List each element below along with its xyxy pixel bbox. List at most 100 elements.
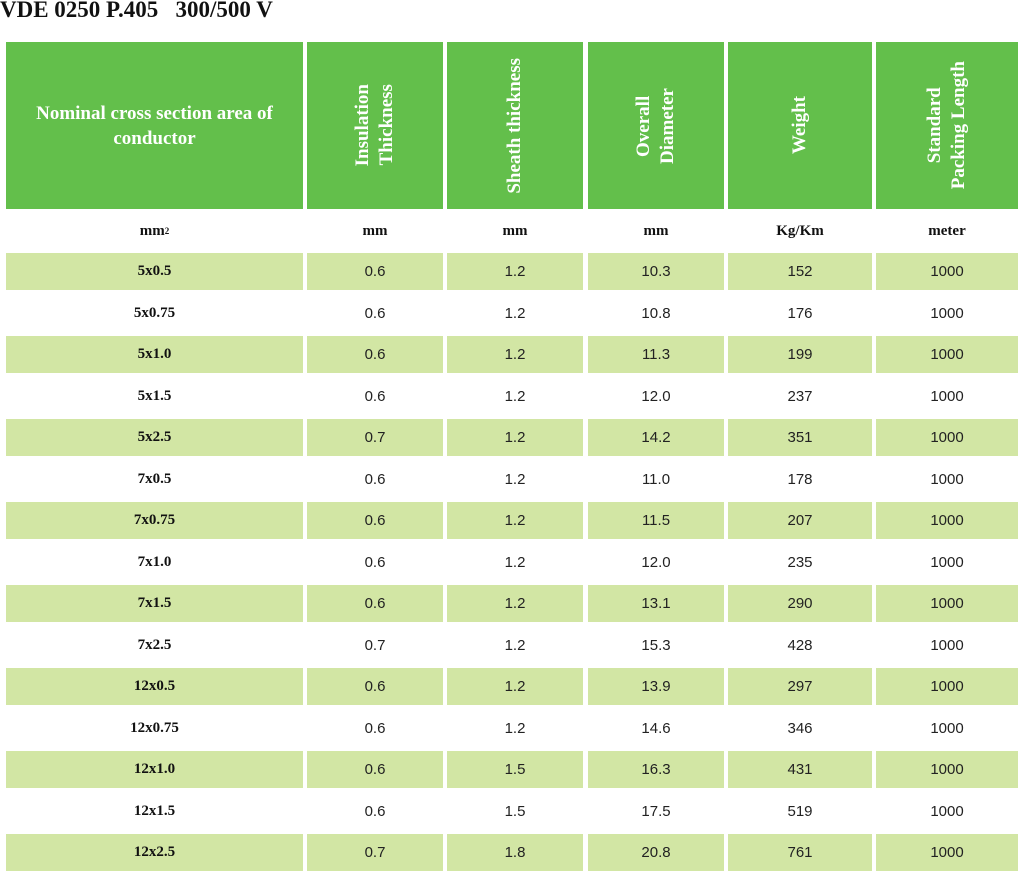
table-cell: 1000	[930, 720, 964, 737]
table-cell: 1000	[930, 803, 964, 820]
header-sheath-thickness: Sheath thickness	[447, 42, 583, 209]
table-cell: 1.2	[447, 336, 583, 373]
table-cell: 1.5	[447, 751, 583, 788]
unit-cell: Kg/Km	[776, 222, 824, 239]
table-cell: 1000	[876, 668, 1018, 705]
conductor-size-cell: 7x0.75	[6, 502, 303, 539]
unit-cell: mm	[362, 222, 388, 239]
table-cell: 1.5	[504, 803, 526, 820]
conductor-size-cell: 5x0.5	[6, 253, 303, 290]
table-cell: 199	[728, 336, 872, 373]
table-cell: 17.5	[641, 803, 671, 820]
header-conductor-area: Nominal cross section area of conductor	[6, 42, 303, 209]
conductor-size-cell: 5x2.5	[6, 419, 303, 456]
table-cell: 12.0	[641, 388, 671, 405]
table-cell: 1000	[876, 585, 1018, 622]
conductor-size-cell: 12x0.5	[6, 668, 303, 705]
unit-cell: mm	[643, 222, 669, 239]
table-cell: 1.2	[447, 668, 583, 705]
table-cell: 1000	[930, 388, 964, 405]
header-packing-length: Standard Packing Length	[876, 42, 1018, 209]
table-cell: 519	[787, 803, 813, 820]
table-cell: 20.8	[588, 834, 724, 871]
table-cell: 15.3	[641, 637, 671, 654]
table-cell: 1000	[876, 419, 1018, 456]
table-cell: 297	[728, 668, 872, 705]
header-overall-diameter: Overall Diameter	[588, 42, 724, 209]
table-cell: 1000	[876, 834, 1018, 871]
table-cell: 10.3	[588, 253, 724, 290]
page-title: VDE 0250 P.405 300/500 V	[0, 0, 273, 22]
table-cell: 14.2	[588, 419, 724, 456]
table-cell: 1000	[876, 751, 1018, 788]
header-insulation-thickness: Insulation Thickness	[307, 42, 443, 209]
table-cell: 152	[728, 253, 872, 290]
table-cell: 0.7	[307, 834, 443, 871]
table-cell: 431	[728, 751, 872, 788]
table-cell: 0.6	[364, 554, 386, 571]
table-cell: 1000	[876, 502, 1018, 539]
conductor-size-cell: 7x0.5	[137, 471, 172, 487]
table-cell: 178	[787, 471, 813, 488]
conductor-size-cell: 12x2.5	[6, 834, 303, 871]
header-label: Insulation Thickness	[352, 84, 397, 167]
table-cell: 0.6	[307, 668, 443, 705]
conductor-size-cell: 12x1.0	[6, 751, 303, 788]
table-cell: 237	[787, 388, 813, 405]
table-cell: 290	[728, 585, 872, 622]
table-cell: 1000	[930, 305, 964, 322]
header-label: Sheath thickness	[504, 57, 525, 194]
header-label: Weight	[789, 96, 810, 155]
table-cell: 1.2	[504, 637, 526, 654]
table-cell: 10.8	[641, 305, 671, 322]
table-cell: 1.2	[447, 419, 583, 456]
table-cell: 0.7	[307, 419, 443, 456]
table-cell: 1000	[930, 637, 964, 654]
conductor-size-cell: 7x1.0	[137, 554, 172, 570]
table-cell: 0.6	[307, 585, 443, 622]
conductor-size-cell: 12x1.5	[133, 803, 176, 819]
unit-cell: meter	[928, 222, 966, 239]
table-cell: 428	[787, 637, 813, 654]
conductor-size-cell: 5x0.75	[133, 305, 176, 321]
header-weight: Weight	[728, 42, 872, 209]
table-cell: 1.2	[447, 502, 583, 539]
table-cell: 16.3	[588, 751, 724, 788]
table-cell: 0.6	[364, 305, 386, 322]
table-cell: 351	[728, 419, 872, 456]
table-cell: 1.2	[504, 471, 526, 488]
unit-cell: mm 2	[6, 216, 303, 246]
table-cell: 13.9	[588, 668, 724, 705]
table-cell: 0.6	[364, 803, 386, 820]
table-cell: 11.3	[588, 336, 724, 373]
table-cell: 13.1	[588, 585, 724, 622]
header-label: Nominal cross section area of conductor	[36, 102, 273, 149]
unit-superscript: 2	[164, 226, 170, 236]
conductor-size-cell: 7x2.5	[137, 637, 172, 653]
table-cell: 0.6	[364, 388, 386, 405]
table-cell: 0.6	[307, 751, 443, 788]
table-cell: 235	[787, 554, 813, 571]
table-cell: 1000	[930, 554, 964, 571]
table-cell: 0.6	[364, 471, 386, 488]
table-cell: 1.2	[504, 305, 526, 322]
header-label: Standard Packing Length	[924, 61, 969, 190]
table-cell: 11.0	[641, 471, 671, 488]
table-cell: 1000	[876, 336, 1018, 373]
table-cell: 1000	[930, 471, 964, 488]
table-cell: 761	[728, 834, 872, 871]
table-cell: 1.2	[504, 554, 526, 571]
conductor-size-cell: 12x0.75	[130, 720, 179, 736]
table-cell: 0.6	[307, 253, 443, 290]
conductor-size-cell: 5x1.5	[137, 388, 172, 404]
table-cell: 207	[728, 502, 872, 539]
table-cell: 176	[787, 305, 813, 322]
table-cell: 1.2	[504, 388, 526, 405]
table-cell: 0.7	[364, 637, 386, 654]
header-label: Overall Diameter	[633, 87, 678, 164]
table-cell: 14.6	[641, 720, 671, 737]
table-cell: 0.6	[307, 502, 443, 539]
table-cell: 11.5	[588, 502, 724, 539]
table-cell: 346	[787, 720, 813, 737]
table-cell: 1.8	[447, 834, 583, 871]
